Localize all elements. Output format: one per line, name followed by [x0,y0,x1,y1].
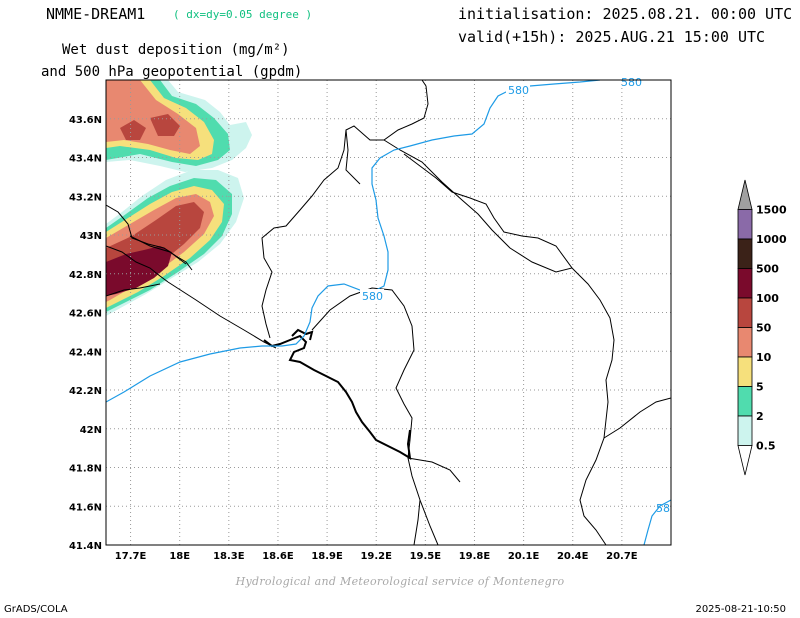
x-tick-label: 20.4E [557,551,589,562]
colorbar-label: 5 [756,381,764,394]
y-tick-label: 42.8N [69,270,102,281]
x-tick-label: 20.1E [508,551,540,562]
initialisation-time: initialisation: 2025.08.21. 00:00 UTC [458,5,793,23]
country-borders [106,80,671,545]
dust-deposition-field [106,80,252,316]
map-frame [105,79,672,546]
y-tick-label: 41.8N [69,464,102,475]
contour-label-580-topright: 580 [621,76,642,89]
y-tick-label: 42.2N [69,386,102,397]
contour-label-580-middle: 580 [362,290,383,303]
y-tick-label: 41.6N [69,502,102,513]
colorbar-label: 100 [756,292,779,305]
colorbar-cap-bottom [737,445,753,476]
credit-text: Hydrological and Meteorological service … [235,575,565,588]
colorbar-label: 0.5 [756,440,776,453]
x-tick-label: 17.7E [115,551,147,562]
colorbar-swatch [737,327,753,358]
y-tick-label: 42N [80,425,102,436]
colorbar-cap-top [737,179,753,210]
x-tick-label: 18.6E [262,551,294,562]
x-tick-label: 19.8E [459,551,491,562]
colorbar: 1500 1000 500 100 50 10 5 2 0.5 [737,179,787,476]
map-subtitle: and 500 hPa geopotential (gpdm) [41,64,303,80]
x-tick-label: 19.5E [410,551,442,562]
y-tick-label: 42.6N [69,309,102,320]
x-tick-label: 18.3E [213,551,245,562]
colorbar-swatch [737,209,753,240]
colorbar-label: 500 [756,263,779,276]
colorbar-swatch [737,238,753,269]
colorbar-label: 2 [756,410,764,423]
y-tick-label: 41.4N [69,541,102,552]
x-axis-ticks: 17.7E 18E 18.3E 18.6E 18.9E 19.2E 19.5E 19.8E 20… [115,551,638,562]
y-axis-ticks: 43.6N 43.4N 43.2N 43N 42.8N 42.6N 42.4N 42.2N 42… [69,115,102,552]
y-tick-label: 43.6N [69,115,102,126]
y-tick-label: 43.2N [69,192,102,203]
colorbar-swatch [737,268,753,299]
geopotential-contours [106,80,671,545]
x-tick-label: 20.7E [606,551,638,562]
map-title: Wet dust deposition (mg/m²) [62,42,290,58]
resolution-label: ( dx=dy=0.05 degree ) [173,8,313,21]
colorbar-swatch [737,386,753,417]
contour-label-58-edge: 58 [656,502,670,515]
colorbar-label: 10 [756,351,772,364]
colorbar-label: 50 [756,322,772,335]
colorbar-swatch [737,415,753,446]
contour-label-580-top: 580 [508,84,529,97]
x-tick-label: 18.9E [311,551,343,562]
colorbar-swatch [737,356,753,387]
contour-labels: 580 580 580 58 [360,76,670,515]
timestamp-label: 2025-08-21-10:50 [695,604,786,615]
valid-time: valid(+15h): 2025.AUG.21 15:00 UTC [458,28,766,46]
colorbar-label: 1500 [756,204,787,217]
software-label: GrADS/COLA [4,604,68,615]
x-tick-label: 19.2E [360,551,392,562]
colorbar-swatch [737,297,753,328]
y-tick-label: 42.4N [69,347,102,358]
colorbar-label: 1000 [756,233,787,246]
model-name: NMME-DREAM1 [46,5,146,23]
x-tick-label: 18E [169,551,190,562]
y-tick-label: 43N [80,231,102,242]
y-tick-label: 43.4N [69,154,102,165]
